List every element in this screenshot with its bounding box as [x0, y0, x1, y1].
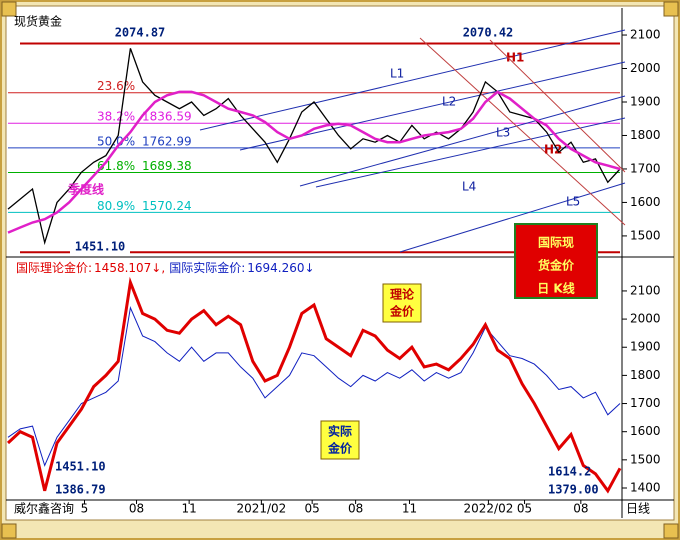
badge-text: 货金价: [538, 258, 575, 273]
note-text: 实际: [328, 424, 352, 439]
level-label: 1762.99: [142, 134, 192, 148]
x-tick-label: 2021/02: [236, 502, 286, 516]
price-label: 1451.10: [55, 460, 106, 474]
corner: [663, 1, 679, 17]
trend-label: H1: [506, 51, 524, 65]
badge-box: [514, 223, 598, 299]
level-label: 1836.59: [142, 110, 192, 124]
corner: [1, 1, 17, 17]
level-pct: 80.9%: [97, 199, 135, 213]
y-tick-label: 1700: [630, 396, 661, 410]
y-tick-label: 1900: [630, 94, 661, 108]
y-tick-label: 1600: [630, 195, 661, 209]
level-pct: 50.0%: [97, 134, 135, 148]
x-tick-label: 08: [348, 502, 363, 516]
y-tick-label: 1800: [630, 128, 661, 142]
high-low-label: 1451.10: [75, 240, 126, 254]
level-pct: 23.6%: [97, 79, 135, 93]
x-tick-label: 05: [305, 502, 320, 516]
trend-label: L4: [462, 180, 476, 194]
x-tick-label: 2022/02: [463, 502, 513, 516]
level-label: 1689.38: [142, 159, 192, 173]
trend-line: [199, 29, 626, 131]
legend-value: 1458.107↓,: [94, 261, 165, 275]
x-tick-label: 11: [402, 502, 417, 516]
series-line: [6, 276, 622, 494]
label-bg: [70, 239, 130, 255]
period: 日线: [626, 502, 650, 516]
y-tick-label: 2100: [630, 283, 661, 297]
corner: [1, 523, 17, 539]
badge-text: 日 K线: [537, 281, 574, 296]
y-tick-label: 2000: [630, 312, 661, 326]
x-tick-label: 08: [129, 502, 144, 516]
trend-label: L2: [442, 95, 456, 109]
trend-label: L3: [496, 126, 510, 140]
legend-name: 国际实际金价:: [169, 260, 245, 275]
level-label: 1570.24: [142, 199, 192, 213]
price-line: [7, 48, 621, 246]
trend-line: [419, 37, 626, 226]
trend-label: H2: [544, 143, 562, 157]
footer: 威尔鑫咨询: [14, 501, 74, 516]
y-tick-label: 1500: [630, 228, 661, 242]
y-tick-label: 1400: [630, 480, 661, 494]
x-tick-label: 11: [182, 502, 197, 516]
price-label: 1386.79: [55, 483, 106, 497]
x-tick-label: 05: [517, 502, 532, 516]
y-tick-label: 1900: [630, 340, 661, 354]
x-tick-label: 08: [573, 502, 588, 516]
series-line: [7, 306, 621, 467]
trend-label: L1: [390, 67, 404, 81]
trend-line: [315, 117, 626, 188]
y-tick-label: 2000: [630, 61, 661, 75]
corner: [663, 523, 679, 539]
y-tick-label: 1500: [630, 452, 661, 466]
trend-label: L5: [566, 195, 580, 209]
badge-text: 国际现: [538, 236, 574, 250]
note-text: 金价: [327, 441, 353, 456]
moving-average: [7, 90, 621, 234]
legend-name: 国际理论金价:: [16, 260, 92, 275]
level-pct: 38.2%: [97, 110, 135, 124]
note-text: 金价: [389, 304, 415, 319]
high-low-label: 2070.42: [463, 26, 514, 40]
note-text: 理论: [390, 287, 415, 302]
price-label: 1614.2: [548, 465, 591, 479]
trend-line: [299, 95, 626, 187]
x-tick-label: 5: [81, 502, 89, 516]
ma-label: 季度线: [67, 182, 104, 197]
high-low-label: 2074.87: [115, 26, 166, 40]
legend: 国际理论金价: 1458.107↓, 国际实际金价: 1694.260↓: [16, 260, 315, 275]
chart-header: 现货黄金: [14, 14, 62, 29]
note-box: [320, 420, 360, 460]
y-tick-label: 2100: [630, 28, 661, 42]
y-tick-label: 1800: [630, 368, 661, 382]
y-tick-label: 1600: [630, 424, 661, 438]
trend-line: [399, 182, 626, 253]
legend-value: 1694.260↓: [247, 261, 314, 275]
y-tick-label: 1700: [630, 161, 661, 175]
note-box: [382, 283, 422, 323]
trend-line: [489, 39, 626, 173]
price-label: 1379.00: [548, 483, 599, 497]
